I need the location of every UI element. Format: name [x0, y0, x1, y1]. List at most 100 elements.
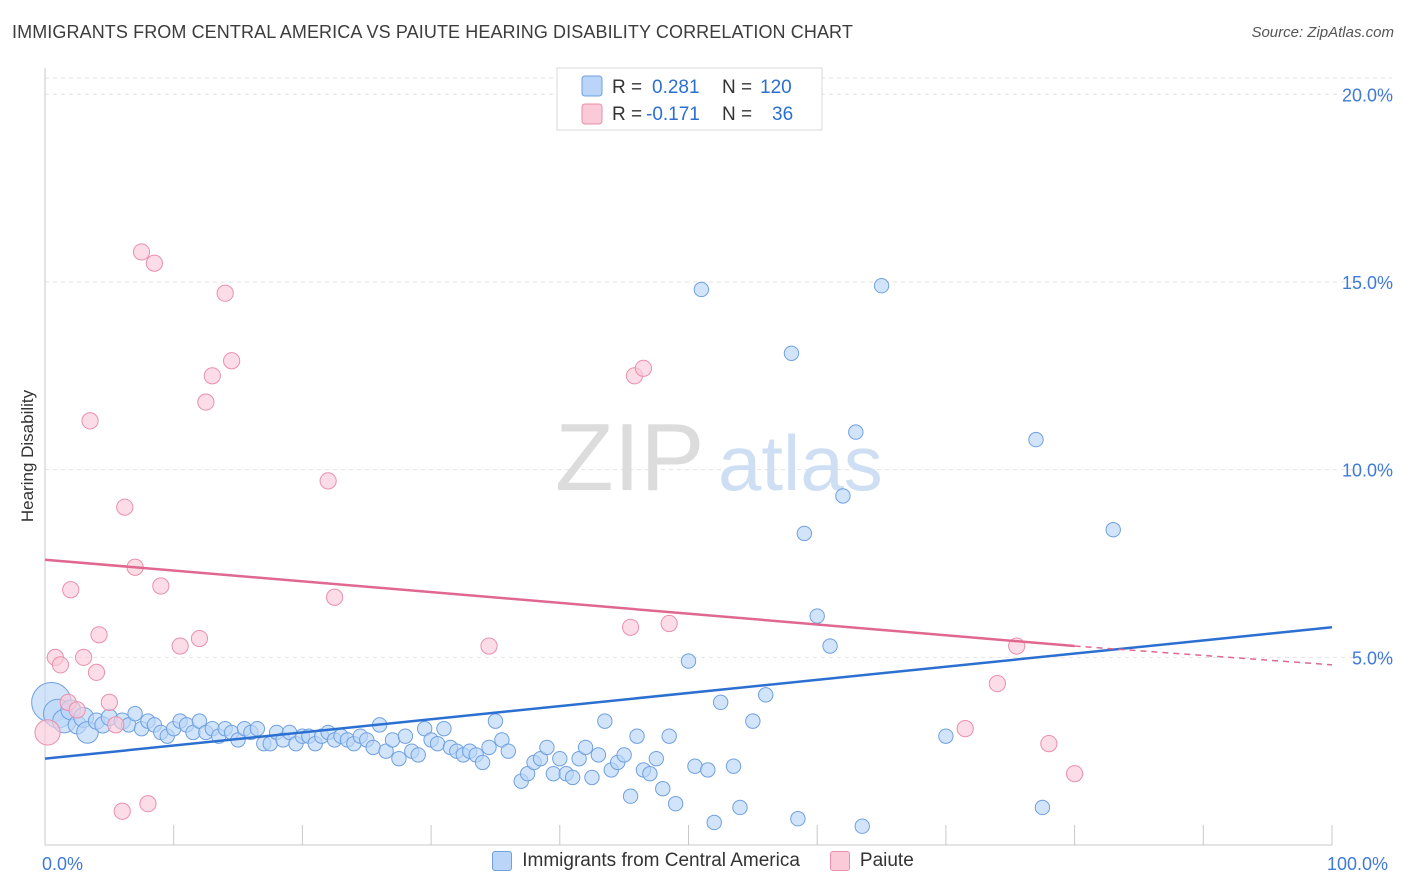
point-immigrants-49 — [365, 739, 381, 756]
point-paiute-10 — [100, 693, 118, 711]
legend-swatch-immigrants — [492, 851, 513, 871]
point-immigrants-93 — [655, 780, 671, 797]
point-paiute-20 — [190, 629, 209, 648]
point-immigrants-54 — [397, 728, 414, 744]
x-tick-label-max: 100.0% — [1327, 854, 1388, 874]
point-immigrants-83 — [590, 747, 607, 763]
legend-n-value-1: 120 — [760, 77, 792, 98]
point-paiute-28 — [621, 618, 640, 636]
point-immigrants-91 — [642, 765, 658, 782]
point-immigrants-116 — [1028, 431, 1044, 448]
point-paiute-32 — [956, 720, 974, 738]
point-immigrants-76 — [545, 765, 562, 782]
point-immigrants-88 — [622, 788, 639, 804]
legend-item-paiute: Paiute — [829, 850, 914, 872]
point-immigrants-75 — [539, 739, 555, 756]
x-tick-label-min: 0.0% — [42, 854, 83, 874]
legend-n-value-2: 36 — [772, 104, 793, 125]
y-axis-label: Hearing Disability — [18, 389, 37, 522]
point-immigrants-117 — [1034, 799, 1051, 816]
series-paiute-points — [34, 243, 1084, 820]
point-immigrants-68 — [487, 713, 504, 729]
point-immigrants-70 — [500, 743, 517, 759]
y-tick-labels: 5.0% 10.0% 15.0% 20.0% — [1342, 85, 1393, 668]
point-immigrants-103 — [732, 799, 748, 816]
point-immigrants-105 — [758, 687, 774, 703]
point-paiute-31 — [660, 614, 678, 633]
source-label: Source: ZipAtlas.com — [1251, 24, 1394, 41]
point-immigrants-31 — [249, 720, 266, 737]
point-immigrants-77 — [552, 750, 568, 767]
point-immigrants-67 — [481, 739, 497, 756]
point-immigrants-108 — [796, 525, 813, 542]
watermark-zip: ZIP — [555, 404, 704, 511]
point-immigrants-81 — [577, 739, 594, 756]
legend-r-value-2: -0.171 — [646, 104, 700, 125]
point-paiute-5 — [68, 701, 86, 719]
x-axis-ticks — [173, 825, 1333, 845]
legend-n-label-1: N = — [722, 77, 752, 98]
legend-swatch-blue — [581, 75, 603, 97]
point-immigrants-12 — [127, 705, 143, 722]
point-immigrants-89 — [629, 728, 645, 744]
point-immigrants-87 — [616, 747, 632, 763]
point-immigrants-118 — [1105, 521, 1121, 538]
point-paiute-11 — [107, 716, 125, 734]
trend-line-paiute — [44, 558, 1075, 648]
point-immigrants-96 — [680, 653, 697, 669]
point-immigrants-115 — [938, 728, 954, 744]
legend-label-immigrants: Immigrants from Central America — [522, 850, 800, 871]
point-immigrants-53 — [391, 750, 407, 767]
legend-r-label-2: R = — [612, 104, 642, 125]
legend-item-immigrants: Immigrants from Central America — [492, 850, 800, 872]
point-immigrants-110 — [822, 638, 838, 654]
point-immigrants-98 — [693, 281, 710, 298]
point-paiute-27 — [480, 637, 498, 655]
legend-swatch-pink — [581, 103, 603, 125]
legend-swatch-paiute — [829, 851, 850, 871]
point-paiute-4 — [62, 581, 80, 599]
legend-r-value-1: 0.281 — [652, 77, 700, 98]
point-immigrants-112 — [848, 424, 864, 440]
legend-label-paiute: Paiute — [859, 850, 914, 871]
point-immigrants-109 — [809, 608, 825, 624]
point-paiute-12 — [113, 802, 131, 820]
point-immigrants-56 — [410, 747, 426, 763]
legend-bottom: Immigrants from Central America Paiute — [0, 850, 1406, 872]
point-immigrants-84 — [597, 713, 613, 729]
point-paiute-13 — [116, 498, 134, 516]
point-immigrants-92 — [648, 750, 665, 767]
point-paiute-2 — [51, 656, 70, 674]
point-paiute-24 — [223, 352, 241, 370]
point-immigrants-59 — [429, 735, 446, 752]
point-immigrants-113 — [854, 818, 870, 834]
point-immigrants-102 — [725, 758, 742, 774]
point-immigrants-95 — [667, 796, 684, 812]
y-tick-label-1: 10.0% — [1342, 461, 1393, 481]
series-immigrants-points — [31, 278, 1121, 834]
point-immigrants-66 — [474, 754, 491, 771]
legend-r-label-1: R = — [612, 77, 642, 98]
point-paiute-16 — [139, 795, 157, 813]
point-paiute-35 — [1040, 735, 1058, 753]
point-paiute-26 — [325, 588, 344, 606]
point-paiute-30 — [634, 359, 653, 377]
point-immigrants-99 — [700, 762, 716, 778]
point-paiute-19 — [171, 637, 189, 655]
chart-title: IMMIGRANTS FROM CENTRAL AMERICA VS PAIUT… — [12, 22, 853, 42]
legend-n-label-2: N = — [722, 104, 752, 125]
point-immigrants-114 — [873, 278, 890, 294]
point-immigrants-94 — [661, 728, 677, 744]
point-paiute-0 — [34, 719, 61, 746]
point-paiute-22 — [203, 367, 221, 385]
point-paiute-15 — [132, 243, 151, 261]
trend-line-paiute-extension — [1074, 645, 1333, 666]
point-immigrants-104 — [745, 713, 761, 729]
point-paiute-8 — [87, 663, 106, 681]
point-paiute-18 — [152, 577, 170, 595]
point-paiute-25 — [319, 472, 337, 490]
y-tick-label-3: 20.0% — [1342, 85, 1393, 105]
point-immigrants-111 — [835, 488, 851, 504]
point-immigrants-52 — [384, 732, 401, 748]
point-paiute-6 — [75, 648, 93, 666]
